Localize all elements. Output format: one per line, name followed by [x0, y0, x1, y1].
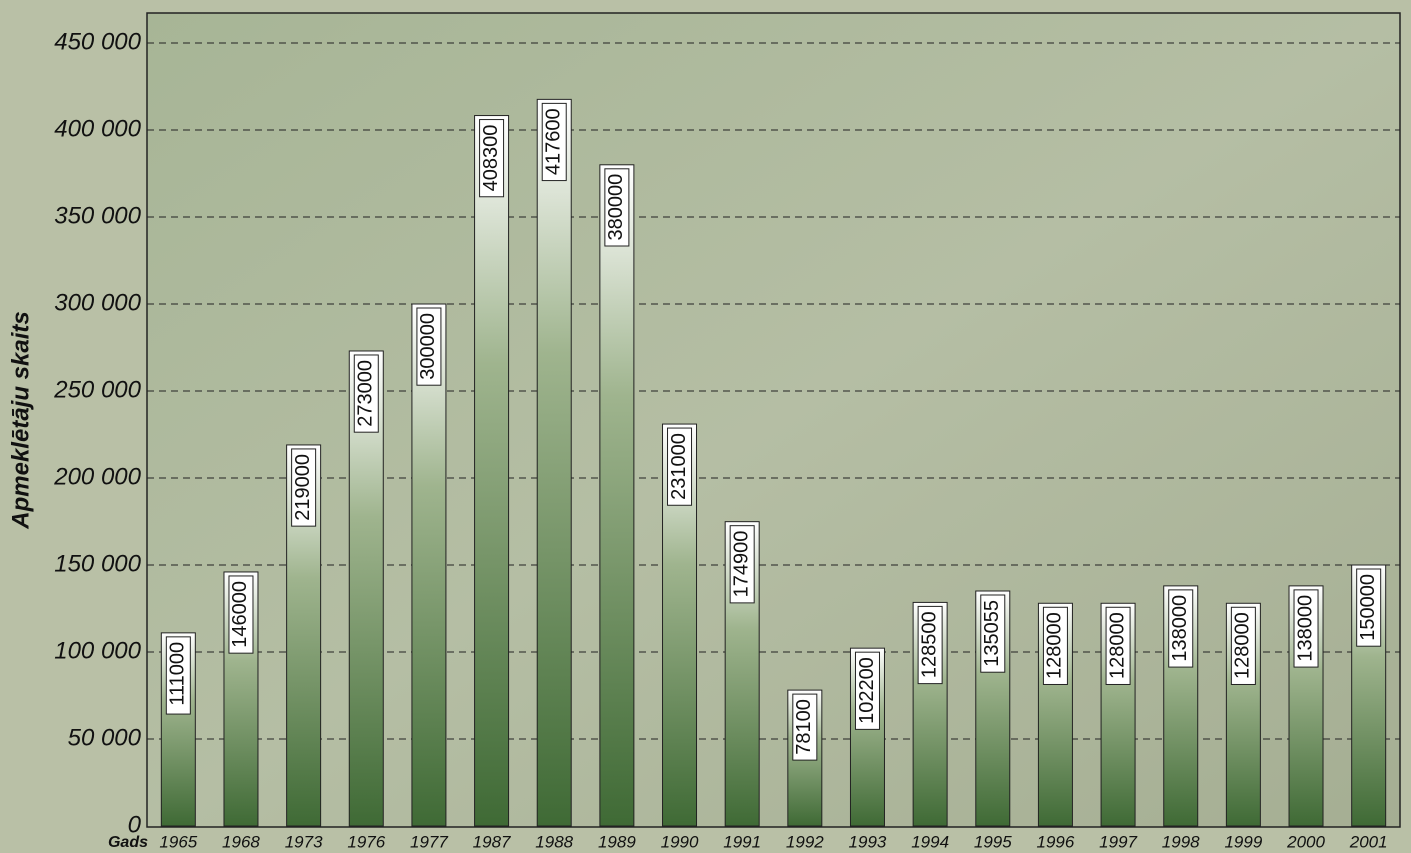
- x-tick-label: 1973: [285, 832, 323, 851]
- value-label: 78100: [793, 699, 815, 755]
- x-tick-label: 1965: [159, 832, 197, 851]
- x-tick-label: 1996: [1037, 832, 1075, 851]
- value-label: 231000: [668, 433, 690, 500]
- value-label: 138000: [1169, 595, 1191, 662]
- value-label: 138000: [1294, 595, 1316, 662]
- value-label: 111000: [167, 642, 189, 706]
- x-tick-label: 1995: [974, 832, 1012, 851]
- chart: Apmeklētāju skaits Gads 050 000100 00015…: [0, 0, 1411, 853]
- y-tick-label: 100 000: [54, 637, 141, 664]
- y-tick-label: 200 000: [53, 463, 141, 490]
- value-label: 150000: [1357, 574, 1379, 641]
- x-tick-label: 1998: [1162, 832, 1200, 851]
- y-axis-label: Apmeklētāju skaits: [7, 311, 34, 529]
- x-tick-label: 1968: [222, 832, 260, 851]
- plot-area: [147, 13, 1400, 827]
- x-tick-label: 1989: [598, 832, 636, 851]
- y-tick-label: 450 000: [54, 28, 141, 55]
- y-tick-label: 150 000: [54, 550, 141, 577]
- y-tick-label: 250 000: [53, 376, 141, 403]
- value-label: 128000: [1106, 612, 1128, 679]
- y-tick-label: 50 000: [68, 724, 142, 751]
- x-tick-label: 1990: [661, 832, 699, 851]
- value-label: 102200: [856, 657, 878, 724]
- value-label: 128000: [1232, 612, 1254, 679]
- x-tick-label: 1977: [410, 832, 448, 851]
- y-tick-label: 350 000: [54, 202, 141, 229]
- y-tick-label: 300 000: [54, 289, 141, 316]
- x-tick-label: 2000: [1286, 832, 1325, 851]
- value-label: 300000: [417, 313, 439, 380]
- bar: [537, 99, 571, 826]
- value-label: 273000: [355, 360, 377, 427]
- value-label: 174900: [730, 531, 752, 598]
- x-tick-label: 1993: [849, 832, 887, 851]
- x-tick-label: 1988: [535, 832, 573, 851]
- value-label: 135055: [981, 600, 1003, 667]
- x-tick-label: 1992: [786, 832, 824, 851]
- x-tick-label: 2001: [1349, 832, 1388, 851]
- bar: [475, 116, 509, 826]
- y-tick-label: 400 000: [54, 115, 141, 142]
- x-tick-label: 1991: [723, 832, 761, 851]
- y-tick-label: 0: [128, 811, 142, 838]
- bar: [600, 165, 634, 826]
- value-label: 128000: [1044, 612, 1066, 679]
- value-label: 146000: [229, 581, 251, 648]
- x-tick-label: 1994: [911, 832, 949, 851]
- x-tick-label: 1987: [473, 832, 511, 851]
- value-label: 417600: [543, 108, 565, 175]
- value-label: 128500: [918, 611, 940, 678]
- x-tick-label: 1976: [347, 832, 385, 851]
- x-tick-label: 1999: [1224, 832, 1262, 851]
- value-label: 380000: [605, 174, 627, 241]
- value-label: 219000: [292, 454, 314, 521]
- value-label: 408300: [480, 125, 502, 192]
- x-tick-label: 1997: [1099, 832, 1137, 851]
